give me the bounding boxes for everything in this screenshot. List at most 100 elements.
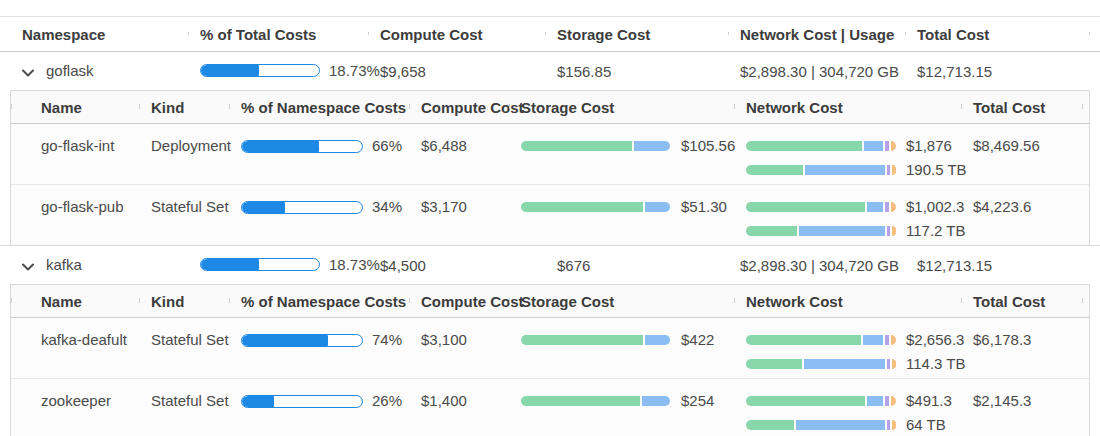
network-cost-label: $1,876 <box>906 137 952 155</box>
col-namespace-pct: % of Namespace Costs <box>229 99 409 116</box>
workload-row-go-flask-pub[interactable]: go-flask-pub Stateful Set 34% $3,170 $51… <box>11 185 1089 245</box>
col-compute-cost: Compute Cost <box>368 26 545 43</box>
pct-namespace-bar <box>241 140 363 153</box>
workload-name: zookeeper <box>11 379 139 436</box>
pct-namespace-bar <box>241 395 363 408</box>
workload-total-cost: $2,145.3 <box>961 379 1089 436</box>
network-usage-bar <box>746 226 896 236</box>
workload-network-cell: $2,656.3 114.3 TB <box>734 318 961 378</box>
chevron-down-icon[interactable] <box>22 63 34 80</box>
workload-total-cost: $6,178.3 <box>961 318 1089 378</box>
namespace-row-goflask[interactable]: goflask 18.73% $9,658 $156.85 $2,898.30 … <box>0 52 1100 90</box>
col-kind: Kind <box>139 99 229 116</box>
workload-total-cost: $8,469.56 <box>961 124 1089 184</box>
storage-cost-bar <box>521 141 671 151</box>
namespace-name: goflask <box>46 62 94 79</box>
workload-header-row: Name Kind % of Namespace Costs Compute C… <box>11 91 1089 124</box>
workload-network-cell: $1,002.3 117.2 TB <box>734 185 961 245</box>
namespace-group-kafka: kafka 18.73% $4,500 $676 $2,898.30 | 304… <box>0 246 1100 436</box>
workload-row-zookeeper[interactable]: zookeeper Stateful Set 26% $1,400 $254 $… <box>11 379 1089 436</box>
workload-row-kafka-deafult[interactable]: kafka-deafult Stateful Set 74% $3,100 $4… <box>11 318 1089 379</box>
network-cost-label: $1,002.3 <box>906 198 964 216</box>
network-usage-label: 190.5 TB <box>906 161 967 179</box>
chevron-down-icon[interactable] <box>22 257 34 274</box>
workload-storage-cell: $422 <box>509 318 734 378</box>
col-namespace: Namespace <box>0 26 188 43</box>
network-usage-bar <box>746 359 896 369</box>
workload-network-cell: $491.3 64 TB <box>734 379 961 436</box>
col-compute-cost: Compute Cost <box>409 293 509 310</box>
col-total-cost: Total Cost <box>905 26 1100 43</box>
col-network-cost: Network Cost <box>734 99 961 116</box>
network-cost-bar <box>746 141 896 151</box>
workload-name: go-flask-int <box>11 124 139 184</box>
namespace-group-goflask: goflask 18.73% $9,658 $156.85 $2,898.30 … <box>0 52 1100 246</box>
network-usage-bar <box>746 420 896 430</box>
namespace-name: kafka <box>46 256 82 273</box>
workload-name: go-flask-pub <box>11 185 139 245</box>
network-cost-label: $491.3 <box>906 392 952 410</box>
workload-storage-cell: $105.56 <box>509 124 734 184</box>
workload-storage-cell: $254 <box>509 379 734 436</box>
col-kind: Kind <box>139 293 229 310</box>
col-network-cost: Network Cost <box>734 293 961 310</box>
storage-cost-label: $254 <box>681 392 714 410</box>
workload-kind: Stateful Set <box>139 379 229 436</box>
pct-namespace-label: 26% <box>372 392 402 410</box>
col-storage-cost: Storage Cost <box>509 99 734 116</box>
namespace-compute-cost: $4,500 <box>368 257 545 274</box>
pct-namespace-bar <box>241 334 363 347</box>
storage-cost-bar <box>521 335 671 345</box>
namespace-pct-cell: 18.73% <box>188 62 368 80</box>
storage-cost-label: $51.30 <box>681 198 727 216</box>
storage-cost-bar <box>521 396 671 406</box>
pct-namespace-label: 74% <box>372 331 402 349</box>
workload-compute-cost: $6,488 <box>409 124 509 184</box>
workload-name: kafka-deafult <box>11 318 139 378</box>
workload-table-kafka: Name Kind % of Namespace Costs Compute C… <box>10 284 1090 436</box>
network-cost-bar <box>746 202 896 212</box>
network-cost-bar <box>746 335 896 345</box>
workload-compute-cost: $1,400 <box>409 379 509 436</box>
col-storage-cost: Storage Cost <box>545 26 728 43</box>
workload-compute-cost: $3,100 <box>409 318 509 378</box>
storage-cost-label: $105.56 <box>681 137 735 155</box>
pct-total-bar <box>200 64 320 77</box>
pct-namespace-label: 66% <box>372 137 402 155</box>
namespace-name-cell: goflask <box>0 62 188 80</box>
namespace-pct-cell: 18.73% <box>188 256 368 274</box>
col-total-pct: % of Total Costs <box>188 26 368 43</box>
namespace-network-cost-usage: $2,898.30 | 304,720 GB <box>728 63 905 80</box>
namespace-total-cost: $12,713.15 <box>905 257 1100 274</box>
workload-pct-cell: 74% <box>229 318 409 378</box>
network-usage-label: 64 TB <box>906 416 946 434</box>
workload-header-row: Name Kind % of Namespace Costs Compute C… <box>11 285 1089 318</box>
col-total-cost: Total Cost <box>961 293 1089 310</box>
workload-total-cost: $4,223.6 <box>961 185 1089 245</box>
cost-table: Namespace % of Total Costs Compute Cost … <box>0 16 1100 436</box>
col-total-cost: Total Cost <box>961 99 1089 116</box>
main-header-row: Namespace % of Total Costs Compute Cost … <box>0 17 1100 52</box>
workload-storage-cell: $51.30 <box>509 185 734 245</box>
workload-pct-cell: 34% <box>229 185 409 245</box>
network-usage-label: 114.3 TB <box>906 355 966 373</box>
namespace-compute-cost: $9,658 <box>368 63 545 80</box>
namespace-total-cost: $12,713.15 <box>905 63 1100 80</box>
namespace-network-cost-usage: $2,898.30 | 304,720 GB <box>728 257 905 274</box>
col-compute-cost: Compute Cost <box>409 99 509 116</box>
network-cost-label: $2,656.3 <box>906 331 964 349</box>
network-usage-label: 117.2 TB <box>906 222 966 240</box>
storage-cost-label: $422 <box>681 331 714 349</box>
workload-compute-cost: $3,170 <box>409 185 509 245</box>
col-name: Name <box>11 99 139 116</box>
workload-kind: Stateful Set <box>139 185 229 245</box>
namespace-row-kafka[interactable]: kafka 18.73% $4,500 $676 $2,898.30 | 304… <box>0 246 1100 284</box>
workload-row-go-flask-int[interactable]: go-flask-int Deployment 66% $6,488 $105.… <box>11 124 1089 185</box>
workload-kind: Stateful Set <box>139 318 229 378</box>
pct-namespace-bar <box>241 201 363 214</box>
workload-kind: Deployment <box>139 124 229 184</box>
col-network-cost-usage: Network Cost | Usage <box>728 26 905 43</box>
workload-pct-cell: 26% <box>229 379 409 436</box>
namespace-storage-cost: $676 <box>545 257 728 274</box>
network-usage-bar <box>746 165 896 175</box>
